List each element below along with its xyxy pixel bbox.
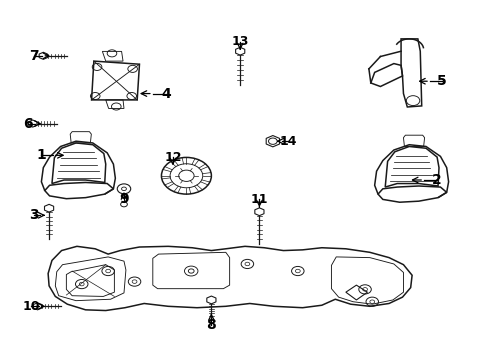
Text: 12: 12 bbox=[164, 150, 182, 163]
Text: 2: 2 bbox=[432, 173, 442, 187]
Text: 14: 14 bbox=[279, 135, 297, 148]
Text: 10: 10 bbox=[23, 300, 40, 313]
Text: 9: 9 bbox=[119, 192, 129, 206]
Text: 6: 6 bbox=[23, 117, 33, 131]
Text: 8: 8 bbox=[206, 318, 216, 332]
Text: 4: 4 bbox=[161, 86, 171, 100]
Text: 3: 3 bbox=[29, 208, 39, 222]
Text: 11: 11 bbox=[251, 193, 268, 206]
Text: 5: 5 bbox=[437, 74, 447, 88]
Text: 1: 1 bbox=[36, 148, 46, 162]
Text: 7: 7 bbox=[29, 49, 39, 63]
Text: 13: 13 bbox=[231, 35, 249, 48]
